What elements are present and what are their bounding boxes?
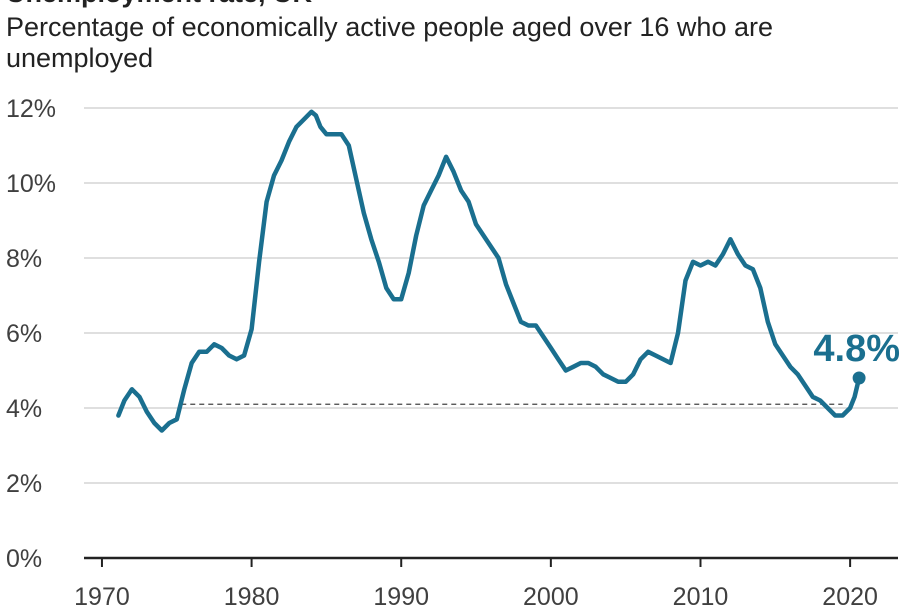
x-tick-label-1970: 1970 [74,583,130,611]
series-line [116,109,862,433]
y-tick-label-2: 2% [6,470,42,498]
y-tick-label-6: 6% [6,320,42,348]
y-tick-label-10: 10% [6,170,56,198]
series-group [116,109,862,433]
y-tick-label-8: 8% [6,245,42,273]
last-value-marker [852,371,866,385]
last-value-label: 4.8% [813,328,900,370]
gridlines: 0% 2% 4% 6% 8% 10% 12% [6,95,898,573]
x-tick-label-2020: 2020 [822,583,878,611]
chart-title: Unemployment rate, UK [6,0,312,9]
y-tick-label-4: 4% [6,395,42,423]
x-tick-label-2000: 2000 [523,583,579,611]
annotation-group: 4.8% [813,328,900,385]
x-tick-label-2010: 2010 [673,583,729,611]
chart-subtitle: Percentage of economically active people… [6,12,773,73]
y-tick-label-12: 12% [6,95,56,123]
y-tick-label-0: 0% [6,545,42,573]
x-tick-label-1990: 1990 [373,583,429,611]
x-axis: 1970 1980 1990 2000 2010 2020 [74,556,898,611]
x-tick-label-1980: 1980 [224,583,280,611]
